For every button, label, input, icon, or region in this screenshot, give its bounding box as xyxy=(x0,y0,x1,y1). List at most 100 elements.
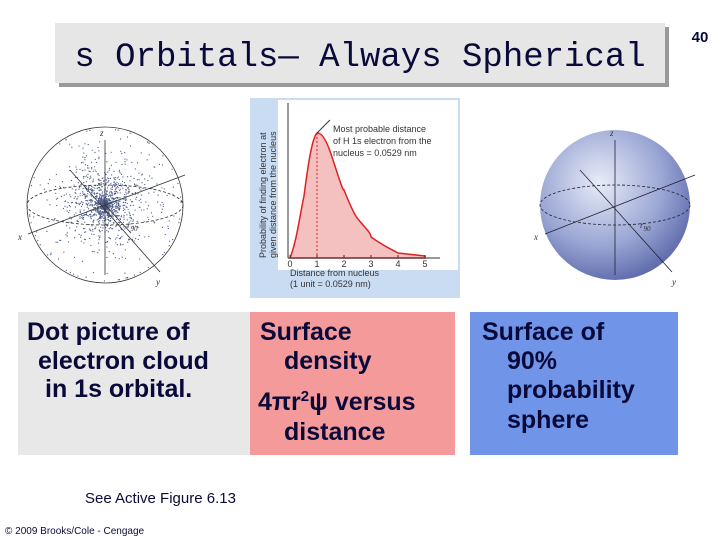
dot xyxy=(98,222,100,224)
dot xyxy=(84,176,86,178)
tick-label: 5 xyxy=(422,259,427,269)
dot xyxy=(74,206,76,208)
dot xyxy=(106,190,108,192)
dot xyxy=(60,195,62,197)
dot xyxy=(122,205,124,207)
dot xyxy=(108,251,110,253)
dot xyxy=(108,228,110,230)
dot xyxy=(90,244,92,246)
dot xyxy=(107,231,110,233)
dot xyxy=(55,241,57,243)
dot xyxy=(79,195,81,197)
dot xyxy=(97,220,99,223)
dot xyxy=(93,213,95,216)
dot xyxy=(111,196,113,199)
dot xyxy=(161,164,164,166)
dot xyxy=(110,188,112,190)
dot xyxy=(147,216,149,218)
dot xyxy=(113,177,115,179)
dot xyxy=(117,202,119,204)
dot xyxy=(117,187,119,189)
dot xyxy=(102,202,104,204)
dot xyxy=(115,187,117,189)
dot xyxy=(90,202,92,204)
radius-sub: 90 xyxy=(131,225,139,233)
dot xyxy=(127,226,129,228)
dot xyxy=(142,187,144,190)
dot xyxy=(68,212,70,214)
dot xyxy=(115,188,117,190)
dot xyxy=(65,234,67,236)
annotation-line: Most probable distance xyxy=(333,124,426,134)
dot xyxy=(80,234,82,236)
dot xyxy=(148,235,150,238)
dot xyxy=(129,180,131,182)
dot xyxy=(105,193,107,195)
dot xyxy=(115,214,117,216)
dot xyxy=(124,152,126,154)
dot xyxy=(55,192,57,194)
dot xyxy=(36,231,38,233)
dot xyxy=(127,208,129,211)
dot xyxy=(108,167,111,169)
dot xyxy=(92,215,94,217)
dot xyxy=(118,203,120,205)
dot xyxy=(91,205,93,207)
dot xyxy=(118,229,120,232)
dot xyxy=(118,208,120,211)
dot xyxy=(162,203,164,205)
y-axis-label: Probability of finding electron atgiven … xyxy=(258,131,278,258)
dot xyxy=(91,215,93,217)
dot xyxy=(110,196,112,198)
dot xyxy=(97,192,99,195)
dot xyxy=(106,214,108,216)
left-figure xyxy=(18,98,250,298)
dot xyxy=(85,155,88,157)
x-axis-label: Distance from nucleus (1 unit = 0.0529 nm… xyxy=(290,268,380,289)
dot xyxy=(117,211,119,214)
dot xyxy=(39,244,41,246)
dot xyxy=(101,208,103,210)
dot xyxy=(46,199,48,201)
dot xyxy=(98,187,101,189)
dot xyxy=(119,192,121,194)
dot xyxy=(81,194,83,196)
dot xyxy=(127,187,129,189)
dot xyxy=(87,215,90,217)
dot xyxy=(111,188,113,191)
dot xyxy=(119,218,121,220)
dot xyxy=(163,188,165,190)
dot xyxy=(119,189,121,191)
dot xyxy=(99,214,101,217)
dot xyxy=(90,161,93,163)
dot xyxy=(80,205,83,208)
tick-label: 2 xyxy=(341,259,346,269)
dot xyxy=(105,206,107,209)
dot xyxy=(108,192,110,194)
dot xyxy=(84,213,87,216)
dot xyxy=(148,142,150,144)
dot xyxy=(109,237,112,240)
dot xyxy=(89,170,91,173)
dot xyxy=(129,232,132,234)
dot xyxy=(80,240,83,242)
dot xyxy=(159,204,162,206)
dot xyxy=(162,253,164,255)
annotation-arrow xyxy=(316,119,331,134)
dot xyxy=(101,210,103,213)
dot xyxy=(79,211,81,213)
dot xyxy=(118,183,120,185)
dot xyxy=(96,184,99,187)
dot xyxy=(98,204,100,206)
dot xyxy=(92,181,94,183)
dot xyxy=(102,217,104,219)
dot xyxy=(99,235,101,237)
dot xyxy=(119,224,121,226)
dot xyxy=(116,219,118,221)
dot xyxy=(146,208,148,210)
dot xyxy=(69,209,71,212)
dot xyxy=(99,210,101,212)
dot xyxy=(105,174,107,176)
dot xyxy=(103,198,105,200)
dot xyxy=(86,206,88,208)
